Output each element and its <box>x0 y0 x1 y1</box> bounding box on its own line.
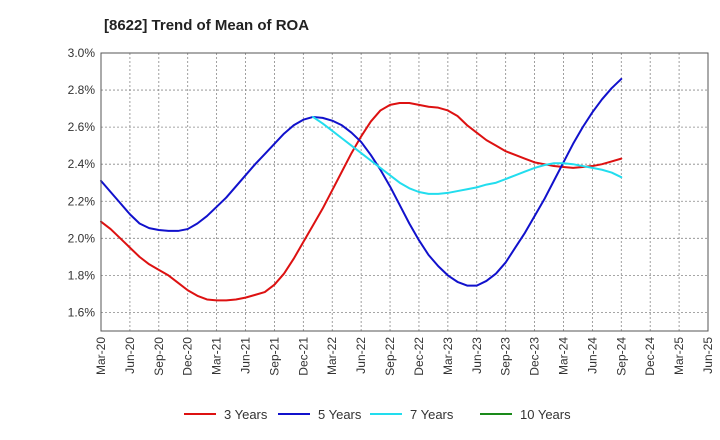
y-tick-label: 3.0% <box>68 46 96 60</box>
x-tick-label: Sep-20 <box>152 337 166 376</box>
x-tick-label: Mar-24 <box>556 337 570 375</box>
series-line-3-years <box>100 102 623 302</box>
series-line-7-years <box>311 115 623 195</box>
x-tick-label: Jun-23 <box>470 337 484 374</box>
legend-label-7-years: 7 Years <box>410 407 454 422</box>
chart-title: [8622] Trend of Mean of ROA <box>104 17 309 34</box>
legend-label-10-years: 10 Years <box>520 407 571 422</box>
x-tick-label: Jun-22 <box>354 337 368 374</box>
x-tick-label: Mar-23 <box>441 337 455 375</box>
x-tick-label: Jun-21 <box>239 337 253 374</box>
x-tick-label: Jun-24 <box>585 337 599 374</box>
x-axis-tick-labels: Mar-20 Jun-20 Sep-20 Dec-20 Mar-21 Jun-21 Sep-… <box>94 337 715 376</box>
legend: 3 Years 5 Years 7 Years 10 Years <box>184 407 571 422</box>
plot-frame <box>100 52 709 332</box>
y-tick-label: 2.2% <box>68 194 96 208</box>
y-tick-label: 1.8% <box>68 268 96 282</box>
series-lines <box>100 77 623 302</box>
plot-background <box>101 53 708 331</box>
axes <box>100 52 709 332</box>
y-tick-label: 2.0% <box>68 231 96 245</box>
x-tick-label: Mar-22 <box>325 337 339 375</box>
legend-label-5-years: 5 Years <box>318 407 362 422</box>
y-axis-tick-labels: 1.6% 1.8% 2.0% 2.2% 2.4% 2.6% 2.8% 3.0% <box>68 46 96 319</box>
y-tick-label: 2.6% <box>68 120 96 134</box>
x-tick-label: Mar-21 <box>210 337 224 375</box>
x-tick-label: Jun-25 <box>701 337 715 374</box>
plot-area <box>101 53 708 331</box>
y-tick-label: 2.8% <box>68 83 96 97</box>
x-tick-label: Jun-20 <box>123 337 137 374</box>
y-tick-label: 1.6% <box>68 305 96 319</box>
series-line-5-years <box>100 77 623 287</box>
x-tick-label: Dec-24 <box>643 337 657 376</box>
x-tick-label: Sep-22 <box>383 337 397 376</box>
x-tick-label: Sep-21 <box>267 337 281 376</box>
x-tick-label: Sep-23 <box>499 337 513 376</box>
x-tick-label: Dec-23 <box>528 337 542 376</box>
legend-label-3-years: 3 Years <box>224 407 268 422</box>
x-tick-label: Dec-21 <box>296 337 310 376</box>
x-tick-label: Dec-20 <box>181 337 195 376</box>
x-tick-label: Dec-22 <box>412 337 426 376</box>
x-tick-label: Sep-24 <box>614 337 628 376</box>
y-tick-label: 2.4% <box>68 157 96 171</box>
x-tick-label: Mar-20 <box>94 337 108 375</box>
x-tick-label: Mar-25 <box>672 337 686 375</box>
